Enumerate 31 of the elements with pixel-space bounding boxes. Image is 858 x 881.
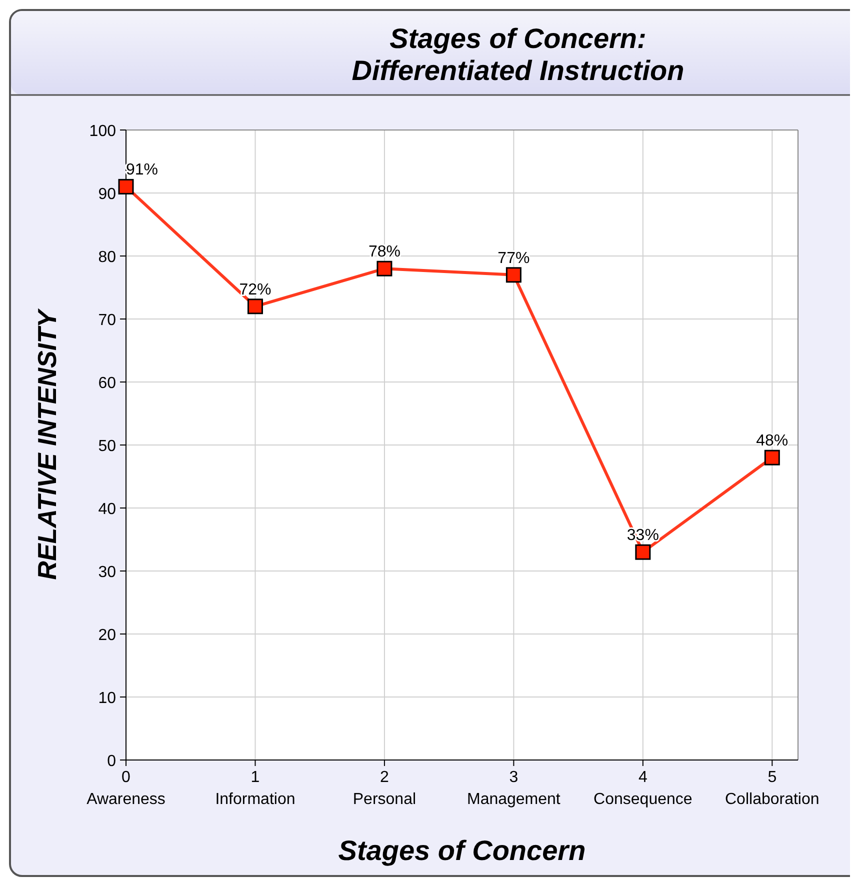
y-tick-label: 40	[98, 501, 116, 518]
y-tick-label: 20	[98, 627, 116, 644]
x-tick-label: 3 Management	[466, 769, 561, 808]
point	[506, 267, 522, 283]
y-tick-label: 60	[98, 375, 116, 392]
x-tick-label: 1 Information	[215, 769, 296, 808]
y-tick-label: 90	[98, 186, 116, 203]
text: 77%	[498, 250, 530, 267]
y-tick-label: 30	[98, 564, 116, 581]
point	[635, 544, 651, 560]
text: 91%	[126, 162, 158, 179]
x-tick-label: 2 Personal	[352, 769, 416, 808]
y-tick-label: 50	[98, 438, 116, 455]
text: 72%	[239, 281, 272, 298]
point	[764, 450, 780, 466]
y-tick-label: 70	[98, 312, 116, 329]
text: 78%	[368, 244, 400, 261]
x-tick-label: 5 Collaboration	[725, 769, 820, 808]
y-tick-label: 0	[107, 753, 116, 770]
x-tick-label: 0 Awareness	[86, 769, 166, 808]
y-tick-label: 80	[98, 249, 116, 266]
point	[118, 178, 134, 194]
x-axis-title: Stages of Concern	[338, 835, 586, 866]
point	[376, 260, 392, 276]
y-tick-label: 100	[89, 123, 116, 140]
y-axis-title: RELATIVE INTENSITY	[32, 308, 62, 580]
chart-title: Stages of Concern: Differentiated Instruction	[352, 23, 684, 86]
x-tick-label: 4 Consequence	[594, 769, 692, 808]
y-tick-label: 10	[98, 690, 116, 707]
point	[247, 298, 263, 314]
text: 48%	[756, 432, 788, 450]
